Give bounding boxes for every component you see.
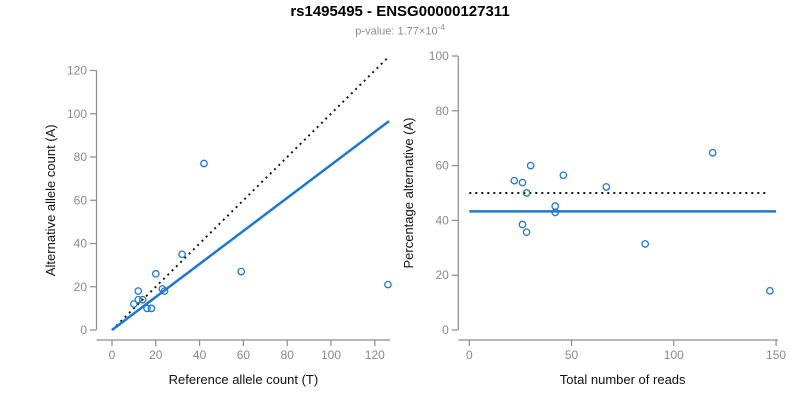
data-point [510, 176, 519, 185]
y-tick-label: 120 [67, 64, 87, 78]
p-value-text: p-value: 1.77×10 [355, 25, 438, 38]
data-point [130, 300, 138, 308]
data-point [138, 295, 147, 304]
p-value-exponent: -4 [437, 23, 445, 32]
x-tick-label: 60 [237, 348, 251, 362]
y-tick-label: 0 [442, 323, 449, 337]
y-axis-title: Alternative allele count (A) [43, 124, 58, 276]
y-axis-title: Percentage alternative (A) [401, 117, 416, 268]
y-tick-label: 40 [435, 213, 449, 227]
x-tick-label: 80 [281, 348, 295, 362]
data-point [559, 171, 568, 180]
data-point [384, 280, 392, 289]
y-tick-label: 60 [74, 193, 88, 207]
data-point [237, 267, 246, 276]
x-tick-label: 40 [193, 348, 207, 362]
y-tick-label: 100 [429, 49, 449, 63]
x-tick-label: 120 [365, 348, 385, 362]
data-point [134, 295, 143, 304]
plot-title: rs1495495 - ENSG00000127311 [290, 3, 510, 20]
y-tick-label: 0 [80, 323, 87, 337]
data-point [158, 285, 167, 293]
x-tick-label: 100 [664, 348, 684, 362]
x-axis-title: Reference allele count (T) [169, 372, 319, 387]
data-point [147, 304, 156, 313]
data-point [551, 202, 560, 211]
data-point [602, 183, 611, 191]
y-tick-label: 100 [67, 107, 87, 121]
y-tick-label: 80 [435, 104, 449, 118]
data-point [641, 240, 650, 248]
fitted-ratio-line [111, 120, 390, 331]
data-point [178, 250, 186, 259]
data-point [151, 269, 160, 278]
y-tick-label: 20 [435, 268, 449, 282]
data-point [522, 189, 531, 197]
x-axis-title: Total number of reads [560, 372, 686, 387]
data-point [200, 159, 208, 168]
data-point [522, 228, 531, 237]
data-point [518, 220, 527, 229]
data-point [134, 287, 143, 295]
y-tick-label: 60 [435, 159, 449, 173]
figure-header: rs1495495 - ENSG00000127311 p-value: 1.7… [0, 0, 800, 38]
y-tick-label: 20 [74, 280, 88, 294]
x-tick-label: 150 [766, 348, 786, 362]
data-point [143, 304, 151, 313]
data-point [766, 286, 774, 295]
y-tick-label: 80 [74, 150, 88, 164]
y-tick-label: 40 [74, 237, 88, 251]
x-tick-label: 100 [321, 348, 341, 362]
x-tick-label: 50 [565, 348, 579, 362]
expected-identity-line [111, 56, 389, 331]
x-tick-label: 0 [109, 348, 116, 362]
data-point [160, 287, 169, 295]
data-point [551, 208, 560, 217]
data-point [518, 178, 527, 187]
x-tick-label: 20 [149, 348, 163, 362]
x-tick-label: 0 [466, 348, 473, 362]
data-point [708, 148, 717, 157]
data-point [526, 161, 535, 170]
plot-subtitle: p-value: 1.77×10-4 [0, 22, 800, 38]
